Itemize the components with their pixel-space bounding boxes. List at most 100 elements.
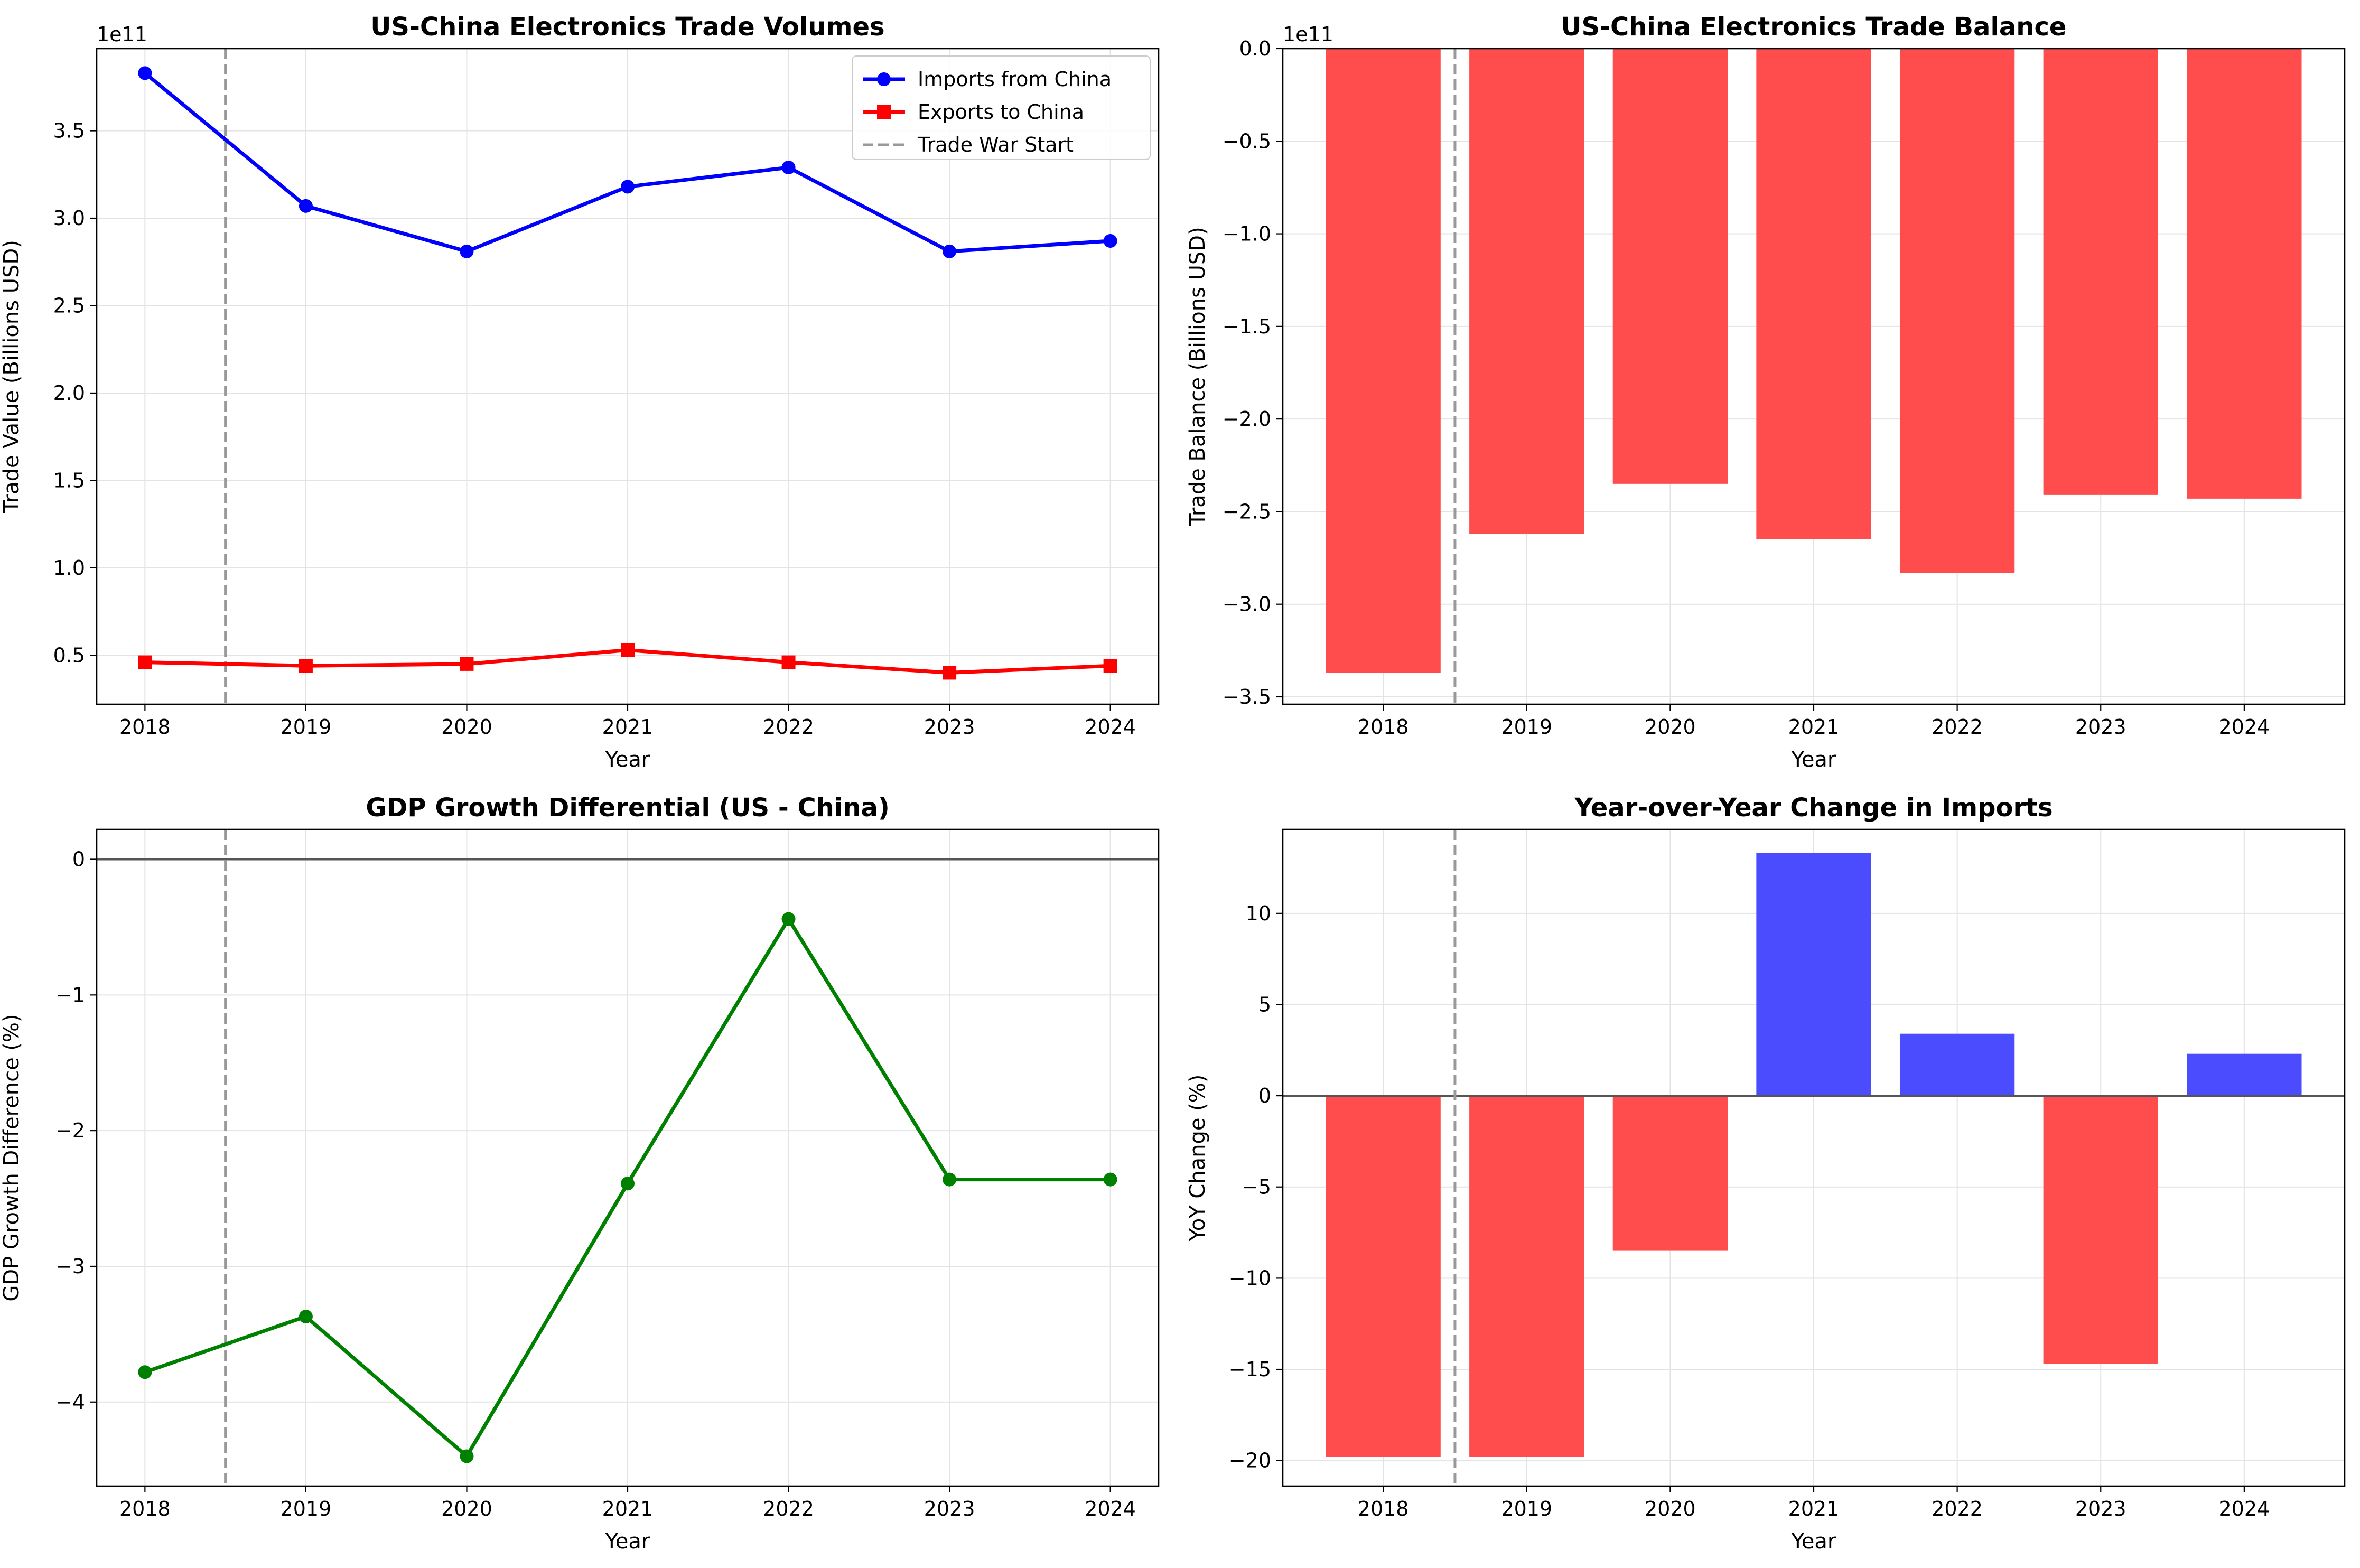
- x-tick-label: 2018: [119, 1497, 171, 1520]
- y-tick-label: 3.5: [53, 119, 85, 143]
- exports-point: [138, 655, 152, 669]
- y-axis-label: Trade Balance (Billions USD): [1186, 227, 1210, 526]
- x-tick-label: 2020: [441, 715, 492, 739]
- x-tick-label: 2022: [763, 1497, 814, 1520]
- y-tick-label: −2: [55, 1119, 85, 1142]
- chart-yoy-change: 2018 2019 2020 2021 2022 2023 2024 10 5 0 −5 −10 −15…: [1186, 793, 2346, 1554]
- yoy-bar: [1612, 1096, 1728, 1251]
- yoy-bar: [1326, 1096, 1441, 1457]
- y-tick-label: 0.0: [1239, 37, 1271, 60]
- x-tick-label: 2022: [1932, 1497, 1983, 1520]
- imports-point: [621, 180, 635, 194]
- y-tick-label: −3: [55, 1255, 85, 1278]
- gdp-point: [138, 1365, 152, 1379]
- imports-point: [299, 199, 313, 213]
- legend: Imports from China Exports to China Trade …: [852, 55, 1151, 160]
- yoy-bar: [2043, 1096, 2158, 1364]
- exports-point: [621, 643, 635, 657]
- y-tick-label: −4: [55, 1390, 85, 1414]
- chart-title: Year-over-Year Change in Imports: [1574, 793, 2053, 823]
- axis-offset-label: 1e11: [97, 23, 147, 46]
- y-tick-label: −3.5: [1223, 685, 1271, 708]
- x-tick-label: 2021: [1788, 715, 1840, 739]
- x-tick-label: 2019: [281, 1497, 332, 1520]
- imports-point: [781, 161, 796, 175]
- balance-bar: [1899, 49, 2015, 573]
- imports-point: [138, 66, 152, 80]
- y-tick-label: 1.0: [53, 556, 85, 580]
- imports-point: [1103, 234, 1117, 248]
- x-tick-label: 2021: [1788, 1497, 1840, 1520]
- y-tick-label: 2.0: [53, 381, 85, 405]
- legend-imports-label: Imports from China: [918, 68, 1112, 91]
- y-axis-label: YoY Change (%): [1186, 1075, 1210, 1242]
- y-tick-label: −15: [1229, 1358, 1271, 1381]
- chart-trade-volumes: 2018 2019 2020 2021 2022 2023 2024 0.5 1.0 1.5 2.0…: [0, 12, 1160, 772]
- chart-title: GDP Growth Differential (US - China): [366, 793, 890, 823]
- y-tick-label: 0: [1258, 1084, 1271, 1107]
- y-tick-label: −1.5: [1223, 315, 1271, 338]
- chart-title: US-China Electronics Trade Volumes: [370, 12, 884, 42]
- x-tick-label: 2022: [763, 715, 814, 739]
- legend-exports-label: Exports to China: [918, 100, 1084, 124]
- axis-offset-label: 1e11: [1283, 23, 1333, 46]
- x-tick-label: 2022: [1932, 715, 1983, 739]
- gdp-point: [943, 1172, 957, 1187]
- exports-point: [781, 655, 796, 669]
- y-tick-label: 10: [1246, 902, 1271, 925]
- yoy-bar: [1899, 1033, 2015, 1096]
- y-tick-label: −10: [1229, 1266, 1271, 1290]
- balance-bar: [1612, 49, 1728, 484]
- balance-bar: [1756, 49, 1871, 539]
- x-tick-label: 2018: [119, 715, 171, 739]
- y-tick-label: −2.0: [1223, 407, 1271, 431]
- legend-trade-war-label: Trade War Start: [917, 133, 1074, 156]
- x-tick-label: 2020: [1645, 715, 1696, 739]
- y-tick-label: −5: [1242, 1175, 1271, 1199]
- x-tick-label: 2019: [1501, 715, 1552, 739]
- y-tick-label: −3.0: [1223, 593, 1271, 616]
- x-tick-label: 2023: [2075, 715, 2126, 739]
- x-tick-label: 2023: [2075, 1497, 2126, 1520]
- y-tick-label: 2.5: [53, 294, 85, 317]
- x-tick-label: 2023: [924, 715, 975, 739]
- gdp-point: [621, 1177, 635, 1191]
- gdp-point: [781, 912, 796, 926]
- plot-frame: [1282, 48, 2346, 705]
- imports-point: [943, 244, 957, 258]
- y-tick-label: −20: [1229, 1449, 1271, 1472]
- exports-point: [460, 657, 474, 671]
- y-tick-label: −1: [55, 983, 85, 1006]
- y-tick-label: 5: [1258, 993, 1271, 1016]
- balance-bar: [1469, 49, 1584, 534]
- yoy-bar: [1469, 1096, 1584, 1457]
- gdp-point: [299, 1309, 313, 1323]
- x-tick-label: 2024: [2219, 1497, 2270, 1520]
- chart-gdp-differential: 2018 2019 2020 2021 2022 2023 2024 0 −1 −2 −3 −4 GDP…: [0, 793, 1160, 1554]
- y-tick-label: −0.5: [1223, 129, 1271, 153]
- x-tick-label: 2019: [281, 715, 332, 739]
- y-tick-label: 0: [72, 848, 85, 871]
- imports-point: [460, 244, 474, 258]
- balance-bar: [2187, 49, 2302, 499]
- x-tick-label: 2023: [924, 1497, 975, 1520]
- x-tick-label: 2024: [2219, 715, 2270, 739]
- exports-point: [943, 666, 957, 680]
- legend-exports-marker: [877, 105, 891, 119]
- gdp-point: [1103, 1172, 1117, 1187]
- y-tick-label: −1.0: [1223, 222, 1271, 246]
- x-tick-label: 2021: [602, 715, 654, 739]
- x-tick-label: 2019: [1501, 1497, 1552, 1520]
- y-tick-label: −2.5: [1223, 500, 1271, 523]
- y-axis-label: Trade Value (Billions USD): [0, 240, 24, 514]
- y-axis-label: GDP Growth Difference (%): [0, 1014, 24, 1301]
- x-tick-label: 2021: [602, 1497, 654, 1520]
- x-axis-label: Year: [1791, 1529, 1836, 1554]
- balance-bar: [2043, 49, 2158, 495]
- chart-title: US-China Electronics Trade Balance: [1561, 12, 2067, 42]
- yoy-bar: [2187, 1053, 2302, 1096]
- plot-frame: [1282, 828, 2346, 1487]
- y-tick-label: 3.0: [53, 207, 85, 230]
- chart-trade-balance: 2018 2019 2020 2021 2022 2023 2024 0.0 −0.5 −1.0 −…: [1186, 12, 2346, 772]
